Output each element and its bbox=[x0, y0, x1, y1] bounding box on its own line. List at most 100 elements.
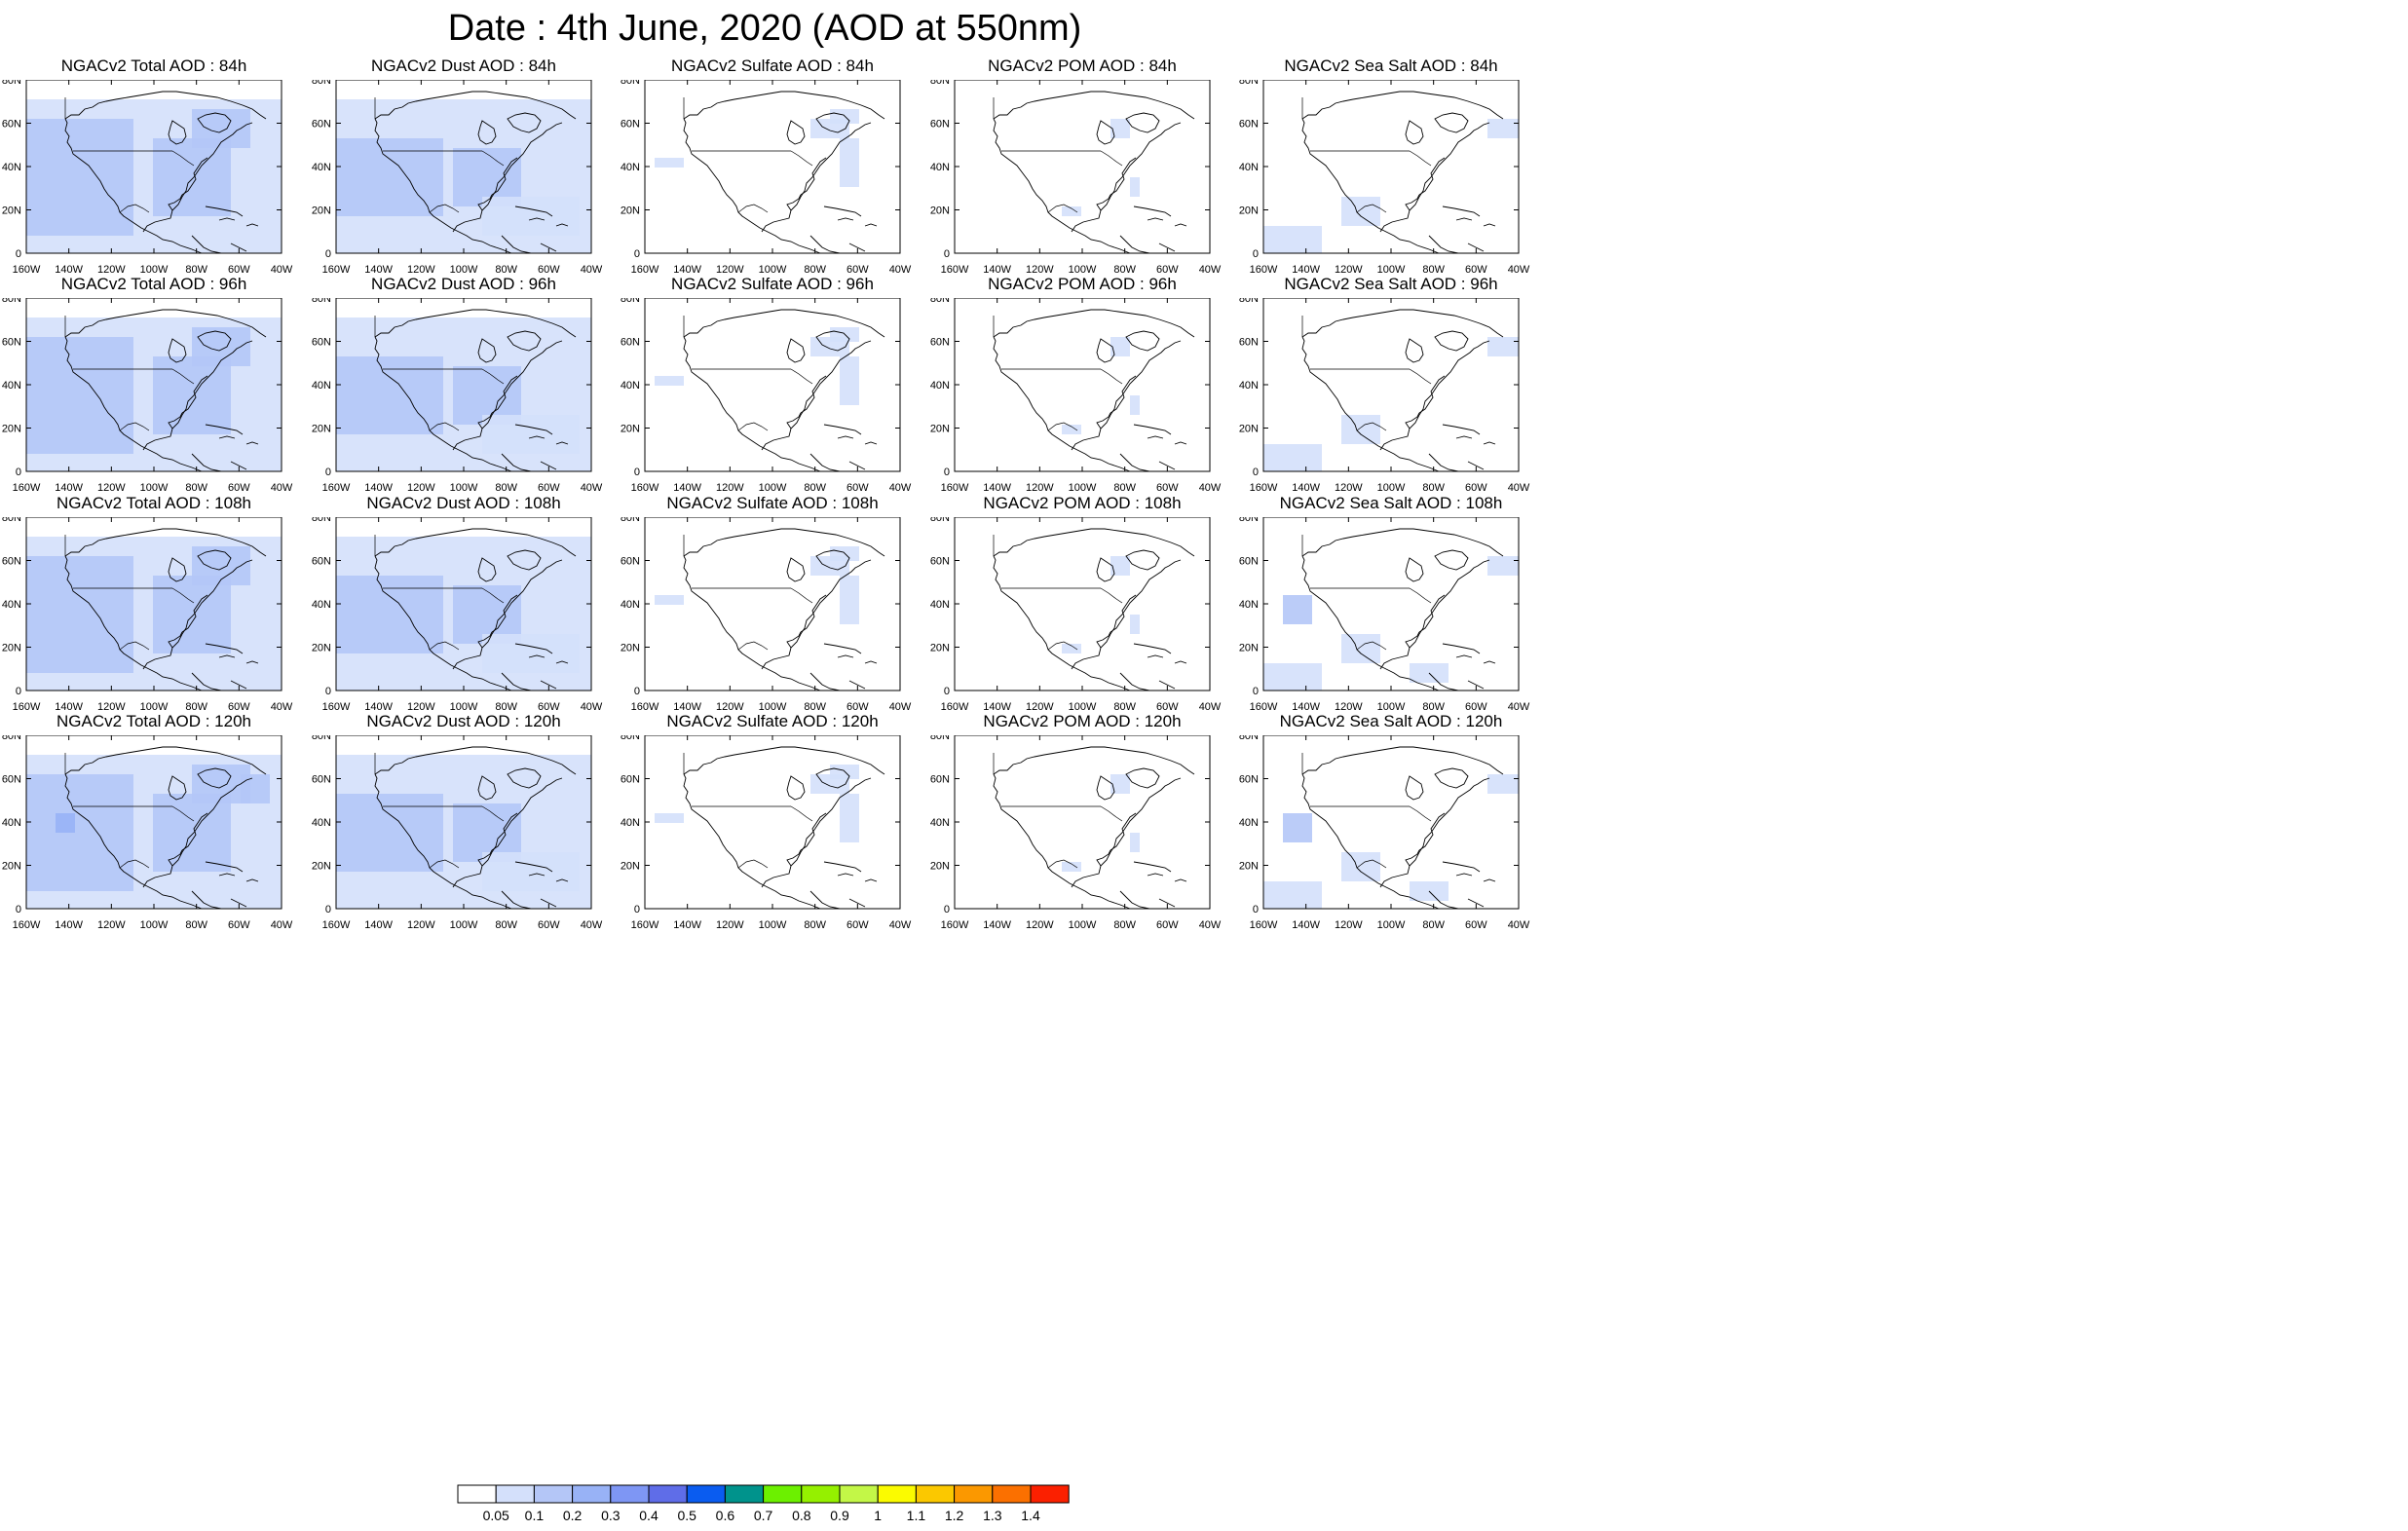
aod-field-region bbox=[482, 852, 580, 891]
lat-tick-label: 20N bbox=[621, 643, 640, 654]
coastline bbox=[1301, 309, 1504, 338]
colorbar-swatch bbox=[648, 1484, 688, 1504]
lon-tick-label: 160W bbox=[941, 264, 969, 276]
aod-field-region bbox=[1062, 644, 1081, 653]
aod-field-region bbox=[1110, 119, 1130, 138]
lat-tick-label: 80N bbox=[312, 517, 331, 524]
lon-tick-label: 40W bbox=[889, 701, 912, 713]
coastline bbox=[1301, 555, 1440, 691]
colorbar-swatch bbox=[763, 1484, 803, 1504]
aod-field-region bbox=[840, 794, 859, 842]
coastline bbox=[477, 849, 493, 867]
coastline bbox=[142, 122, 253, 233]
lat-tick-label: 40N bbox=[2, 599, 21, 611]
country-border bbox=[429, 204, 460, 213]
lon-tick-label: 120W bbox=[97, 919, 126, 931]
aod-field-region bbox=[1341, 852, 1380, 881]
lon-tick-label: 100W bbox=[1377, 919, 1406, 931]
lon-tick-label: 120W bbox=[407, 264, 435, 276]
lat-tick-label: 60N bbox=[1239, 337, 1259, 349]
coastline bbox=[168, 120, 187, 145]
coastline bbox=[168, 338, 187, 363]
country-border bbox=[171, 587, 195, 604]
lon-tick-label: 120W bbox=[97, 701, 126, 713]
coastline bbox=[142, 777, 253, 888]
coastline bbox=[1483, 660, 1496, 664]
coastline bbox=[1158, 461, 1176, 470]
coastline bbox=[540, 680, 557, 690]
country-border bbox=[1356, 422, 1387, 431]
coastline bbox=[477, 775, 497, 801]
colorbar-swatch bbox=[495, 1484, 535, 1504]
coastline bbox=[1418, 157, 1446, 196]
lat-tick-label: 80N bbox=[1239, 80, 1259, 87]
lat-tick-label: 60N bbox=[312, 774, 331, 786]
lon-tick-label: 80W bbox=[185, 919, 207, 931]
coastline bbox=[1483, 441, 1496, 445]
coastline bbox=[1158, 898, 1176, 908]
aod-field-region bbox=[482, 197, 580, 236]
aod-field-region bbox=[1487, 119, 1519, 138]
lat-tick-label: 80N bbox=[1239, 517, 1259, 524]
lat-tick-label: 20N bbox=[621, 424, 640, 435]
coastline bbox=[514, 861, 553, 873]
coastline bbox=[64, 528, 267, 557]
coastline bbox=[168, 194, 183, 211]
coastline bbox=[1071, 559, 1182, 670]
coastline bbox=[218, 217, 236, 221]
coastline bbox=[1110, 157, 1137, 196]
coastline bbox=[1405, 557, 1424, 582]
coastline bbox=[245, 878, 259, 882]
panel-title: NGACv2 Sulfate AOD : 108h bbox=[666, 494, 879, 512]
lat-tick-label: 20N bbox=[930, 643, 950, 654]
aod-field-region bbox=[26, 119, 133, 236]
coastline bbox=[245, 223, 259, 227]
lat-tick-label: 60N bbox=[2, 119, 21, 131]
coastline bbox=[786, 631, 802, 649]
country-border bbox=[790, 805, 813, 822]
lon-tick-label: 160W bbox=[631, 701, 659, 713]
coastline bbox=[1442, 205, 1481, 217]
lat-tick-label: 80N bbox=[930, 735, 950, 742]
country-border bbox=[737, 204, 769, 213]
coastline bbox=[1418, 594, 1446, 633]
colorbar-label: 0.2 bbox=[563, 1508, 583, 1523]
aod-field-region bbox=[153, 356, 231, 434]
aod-field-region bbox=[336, 576, 443, 653]
coastline bbox=[528, 873, 546, 877]
lat-tick-label: 0 bbox=[634, 904, 640, 915]
lon-tick-label: 100W bbox=[1069, 264, 1097, 276]
map-panel-ngacv2-sea-salt-aod-120h: NGACv2 Sea Salt AOD : 120h 0 20N 40N 60N 80N 1… bbox=[1220, 712, 1538, 931]
coastline bbox=[218, 873, 236, 877]
coastline bbox=[1096, 849, 1111, 867]
coastline bbox=[1125, 767, 1160, 789]
lat-tick-label: 80N bbox=[621, 80, 640, 87]
coastline bbox=[218, 654, 236, 658]
colorbar-swatch bbox=[1030, 1484, 1070, 1504]
lat-tick-label: 60N bbox=[930, 774, 950, 786]
map-plot: 0 20N 40N 60N 80N 160W 140W 120W 100W 80W 60W 40W bbox=[2, 517, 293, 713]
coastline bbox=[815, 330, 850, 352]
colorbar-label: 0.6 bbox=[716, 1508, 735, 1523]
coastline bbox=[1071, 122, 1182, 233]
coastline bbox=[1455, 654, 1473, 658]
coastline bbox=[823, 424, 862, 435]
lon-tick-label: 160W bbox=[13, 264, 41, 276]
lon-tick-label: 160W bbox=[13, 919, 41, 931]
coastline bbox=[555, 441, 569, 445]
coastline bbox=[1434, 767, 1469, 789]
lat-tick-label: 40N bbox=[2, 162, 21, 173]
coastline bbox=[191, 453, 222, 472]
coastline bbox=[477, 338, 497, 363]
lat-tick-label: 0 bbox=[1253, 686, 1259, 697]
lat-tick-label: 40N bbox=[1239, 599, 1259, 611]
lat-tick-label: 60N bbox=[312, 119, 331, 131]
country-border bbox=[1409, 587, 1432, 604]
coastline bbox=[1110, 812, 1137, 851]
coastline bbox=[1133, 424, 1172, 435]
aod-field-region bbox=[655, 813, 684, 823]
lat-tick-label: 0 bbox=[16, 248, 21, 260]
aod-field-region bbox=[840, 138, 859, 187]
colorbar-swatch bbox=[457, 1484, 497, 1504]
coastline bbox=[1442, 424, 1481, 435]
